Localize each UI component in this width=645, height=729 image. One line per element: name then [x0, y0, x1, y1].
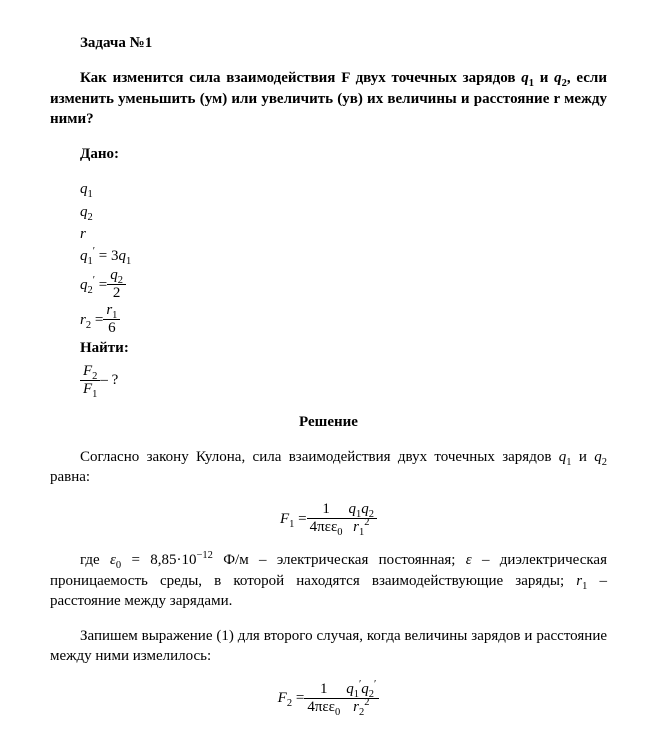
- find-F1-sub: 1: [92, 389, 97, 400]
- given-q2-sub: 2: [88, 212, 93, 223]
- sol-p2-eps0-unit: Ф/м – электрическая постоянная;: [213, 552, 466, 568]
- given-r2-frac: r1 6: [103, 303, 120, 336]
- given-q1p-sub: 1: [88, 256, 93, 267]
- task-header: Задача №1: [50, 33, 607, 53]
- given-r2-den: 6: [103, 320, 120, 336]
- sol-p1-q2-sub: 2: [602, 457, 607, 468]
- given-q1: q1: [80, 179, 607, 199]
- eq2-frac2: q1′q2′ r22: [343, 682, 379, 715]
- eq1-f1-den-sub: 0: [337, 527, 342, 538]
- equation-2: F2 = 1 4πεε0 q1′q2′ r22: [50, 682, 607, 715]
- find-F1: F: [83, 381, 92, 397]
- solution-heading: Решение: [50, 412, 607, 432]
- eq1-f2-num-a: q: [349, 501, 357, 517]
- eq1-f2-den-sub: 1: [359, 527, 364, 538]
- given-q1prime: q1′ = 3q1: [80, 246, 607, 266]
- given-r: r: [80, 224, 607, 244]
- solution-para1: Согласно закону Кулона, сила взаимодейст…: [50, 447, 607, 488]
- eq2-f2-num-b-sub: 2: [369, 689, 374, 700]
- eq1-frac2: q1q2 r12: [346, 502, 378, 535]
- eq1-frac1: 1 4πεε0: [307, 502, 346, 535]
- given-r2-eq: =: [91, 312, 103, 328]
- find-F2: F: [83, 363, 92, 379]
- find-tail: – ?: [100, 370, 118, 390]
- given-q1-sym: q: [80, 181, 88, 197]
- given-q2p-den: 2: [107, 285, 126, 301]
- given-q2: q2: [80, 202, 607, 222]
- given-q1p-rsym: q: [119, 248, 127, 264]
- given-q2p-sym: q: [80, 277, 88, 293]
- sol-p1-and: и: [572, 449, 595, 465]
- given-q1-sub: 1: [88, 189, 93, 200]
- equation-1: F 1 = 1 4πεε0 q1q2 r12: [50, 502, 607, 535]
- eq1-f1-den-a: 4πεε: [310, 519, 338, 535]
- solution-para2: где ε0 = 8,85·10−12 Ф/м – электрическая …: [50, 550, 607, 611]
- given-q2p-frac: q2 2: [107, 268, 126, 301]
- eq2-eq: =: [292, 690, 304, 706]
- q2-sym: q: [554, 70, 562, 86]
- find-expr: F2 F1 – ?: [80, 361, 607, 397]
- find-frac: F2 F1: [80, 364, 100, 397]
- eq2-f1-den-a: 4πεε: [307, 699, 335, 715]
- task-label: Задача №1: [80, 35, 152, 51]
- sol-p1-b: равна:: [50, 469, 90, 485]
- q1-sym: q: [521, 70, 529, 86]
- given-r-sym: r: [80, 226, 86, 242]
- eq1-F: F: [280, 511, 289, 527]
- problem-statement: Как изменится сила взаимодействия F двух…: [50, 68, 607, 129]
- eq2-f1-den-sub: 0: [335, 707, 340, 718]
- sol-p1-a: Согласно закону Кулона, сила взаимодейст…: [80, 449, 559, 465]
- eq2-f2-num-b-prime: ′: [374, 679, 376, 690]
- eq2-frac1: 1 4πεε0: [304, 682, 343, 715]
- given-q1p-sym: q: [80, 248, 88, 264]
- sol-p1-q2: q: [594, 449, 602, 465]
- find-F2-sub: 2: [92, 371, 97, 382]
- sol-p2-a: где: [80, 552, 110, 568]
- given-r2: r2 = r1 6: [80, 303, 607, 336]
- given-label: Дано:: [50, 144, 607, 164]
- given-q2-sym: q: [80, 204, 88, 220]
- given-q1p-rsub: 1: [126, 256, 131, 267]
- eq2-f1-num: 1: [304, 682, 343, 699]
- given-q2p-sub: 2: [88, 285, 93, 296]
- given-q1p-coef: 3: [111, 248, 119, 264]
- given-block: q1 q2 r q1′ = 3q1 q2′ = q2 2 r2 = r1 6: [80, 179, 607, 396]
- sol-p2-eps0-val: = 8,85·10: [121, 552, 196, 568]
- eq1-f2-den-sup: 2: [364, 517, 369, 528]
- given-q2prime: q2′ = q2 2: [80, 268, 607, 301]
- eq1-f2-num-b: q: [361, 501, 369, 517]
- sol-p2-eps0-exp: −12: [196, 550, 212, 561]
- given-q1p-eq: =: [95, 248, 111, 264]
- eq2-f2-den-sub: 2: [359, 707, 364, 718]
- eq2-F: F: [278, 690, 287, 706]
- eq2-f2-num-a: q: [346, 681, 354, 697]
- problem-text-1: Как изменится сила взаимодействия F двух…: [80, 70, 521, 86]
- eq1-f1-num: 1: [307, 502, 346, 519]
- solution-para3: Запишем выражение (1) для второго случая…: [50, 626, 607, 667]
- find-label: Найти:: [80, 338, 607, 358]
- eq1-f2-num-b-sub: 2: [369, 509, 374, 520]
- eq1-eq: =: [294, 511, 306, 527]
- given-q2p-num: q: [110, 267, 118, 283]
- and-word-1: и: [534, 70, 554, 86]
- eq2-f2-num-b: q: [361, 681, 369, 697]
- given-q2p-eq: =: [95, 277, 107, 293]
- eq2-f2-den-sup: 2: [364, 697, 369, 708]
